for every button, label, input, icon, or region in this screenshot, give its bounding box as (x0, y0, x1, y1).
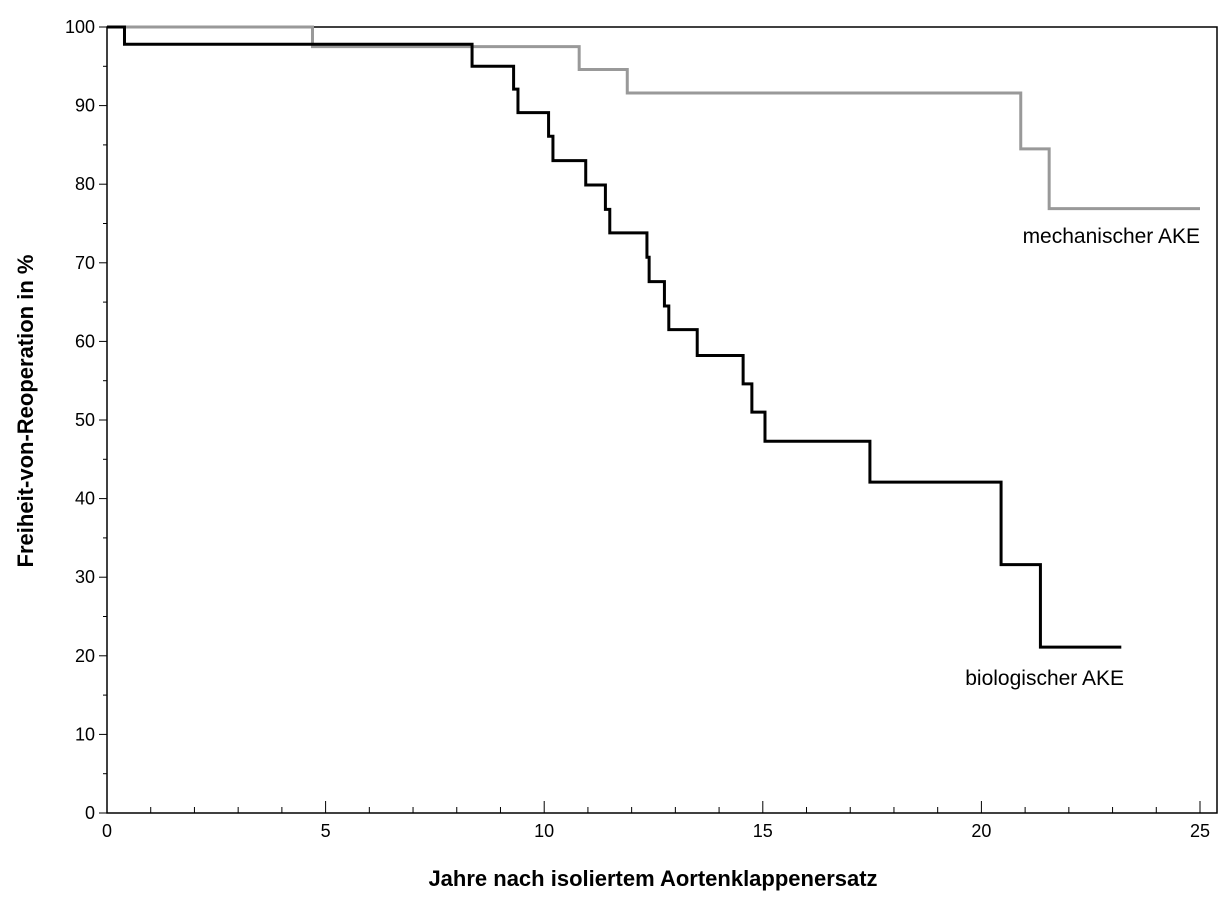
y-tick-label: 90 (75, 96, 95, 116)
plot-frame (106, 26, 1218, 814)
series-label-biologischer: biologischer AKE (965, 667, 1124, 690)
series-line-0 (107, 25, 1200, 211)
x-tick-label: 15 (753, 821, 773, 841)
x-tick-label: 25 (1190, 821, 1210, 841)
y-tick-label: 100 (65, 17, 95, 37)
y-tick-label: 30 (75, 567, 95, 587)
y-tick-label: 40 (75, 489, 95, 509)
x-tick-label: 0 (102, 821, 112, 841)
y-tick-label: 80 (75, 174, 95, 194)
series-label-mechanischer: mechanischer AKE (1023, 225, 1200, 248)
x-tick-label: 20 (971, 821, 991, 841)
x-tick-label: 10 (534, 821, 554, 841)
y-tick-label: 60 (75, 331, 95, 351)
y-axis-title: Freiheit-von-Reoperation in % (13, 255, 38, 568)
x-tick-label: 5 (321, 821, 331, 841)
y-tick-label: 0 (85, 803, 95, 823)
y-tick-label: 50 (75, 410, 95, 430)
series-line-1 (107, 25, 1122, 649)
x-axis-title: Jahre nach isoliertem Aortenklappenersat… (428, 866, 877, 891)
y-tick-label: 10 (75, 724, 95, 744)
y-tick-label: 70 (75, 253, 95, 273)
y-tick-label: 20 (75, 646, 95, 666)
y-axis: 0 10 20 30 40 50 60 70 80 90 100 (65, 17, 107, 823)
series-group (107, 25, 1200, 649)
x-axis: 0 5 10 15 20 25 (102, 801, 1210, 841)
